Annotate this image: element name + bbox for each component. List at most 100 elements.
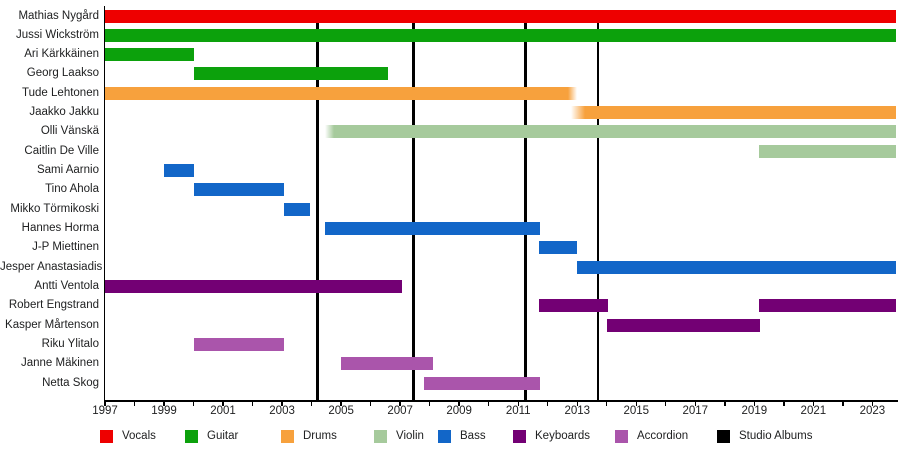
axis-tick bbox=[842, 401, 844, 406]
legend-swatch-keyboards bbox=[513, 430, 526, 443]
axis-tick-label: 2015 bbox=[623, 405, 650, 417]
member-label: Mathias Nygård bbox=[18, 9, 99, 22]
axis-tick-label: 2021 bbox=[800, 405, 827, 417]
member-bar bbox=[758, 144, 896, 158]
member-label: Antti Ventola bbox=[34, 280, 99, 293]
member-label: Tino Ahola bbox=[45, 183, 99, 196]
studio-album-line bbox=[316, 10, 319, 400]
member-label: Sami Aarnio bbox=[36, 164, 99, 177]
axis-tick-label: 2009 bbox=[446, 405, 472, 417]
legend-label: Guitar bbox=[207, 430, 239, 442]
studio-album-line bbox=[596, 10, 600, 400]
legend-label: Studio Albums bbox=[739, 430, 813, 442]
member-bar bbox=[193, 338, 284, 352]
member-label: Ari Kärkkäinen bbox=[24, 48, 99, 61]
axis-tick-label: 2013 bbox=[564, 405, 591, 417]
member-bar bbox=[423, 376, 541, 390]
member-label: Caitlin De Ville bbox=[24, 144, 99, 157]
axis-tick bbox=[251, 401, 254, 406]
member-label: Robert Engstrand bbox=[8, 299, 99, 312]
y-axis-spine bbox=[103, 6, 106, 402]
member-bar bbox=[105, 48, 194, 62]
member-label: Jesper Anastasiadis bbox=[0, 260, 103, 273]
axis-tick bbox=[753, 401, 756, 406]
legend-label: Drums bbox=[303, 430, 337, 442]
x-axis-spine bbox=[103, 400, 898, 402]
member-bar bbox=[105, 280, 402, 294]
member-label: Hannes Horma bbox=[21, 222, 99, 235]
member-bar bbox=[606, 318, 761, 332]
member-bar bbox=[538, 299, 609, 313]
member-label: Kasper Mårtenson bbox=[5, 318, 99, 331]
legend-swatch-violin bbox=[374, 430, 387, 443]
member-bar bbox=[164, 164, 194, 178]
axis-tick-label: 2005 bbox=[328, 405, 354, 417]
axis-tick-label: 2011 bbox=[505, 405, 531, 417]
axis-tick bbox=[399, 401, 401, 406]
axis-tick bbox=[487, 401, 490, 406]
member-label: Jussi Wickström bbox=[15, 28, 99, 41]
legend-swatch-drums bbox=[281, 430, 294, 443]
legend-label: Vocals bbox=[122, 430, 156, 442]
axis-tick-label: 2017 bbox=[682, 405, 709, 417]
axis-tick bbox=[104, 401, 106, 406]
axis-tick bbox=[192, 401, 195, 406]
legend-swatch-guitar bbox=[185, 430, 198, 443]
legend-swatch-accordion bbox=[615, 430, 628, 443]
legend-swatch-vocals bbox=[100, 430, 113, 443]
member-label: Olli Vänskä bbox=[40, 125, 99, 138]
axis-tick bbox=[428, 401, 431, 406]
axis-tick-label: 2003 bbox=[269, 405, 295, 417]
axis-tick bbox=[517, 401, 519, 406]
axis-tick bbox=[369, 401, 372, 406]
member-bar bbox=[324, 125, 896, 139]
axis-tick-label: 2023 bbox=[859, 405, 886, 417]
axis-tick bbox=[222, 401, 224, 406]
axis-tick-label: 1997 bbox=[92, 405, 118, 417]
member-label: Jaakko Jakku bbox=[29, 106, 99, 119]
axis-tick-label: 2019 bbox=[741, 405, 768, 417]
axis-tick bbox=[310, 401, 313, 406]
axis-tick bbox=[871, 401, 874, 406]
member-label: J-P Miettinen bbox=[32, 241, 99, 254]
studio-album-line bbox=[412, 10, 415, 400]
axis-tick-label: 1999 bbox=[151, 405, 177, 417]
legend-label: Keyboards bbox=[535, 430, 590, 442]
member-bar bbox=[324, 222, 541, 236]
member-bar bbox=[283, 202, 311, 216]
member-bar bbox=[758, 299, 896, 313]
axis-tick bbox=[724, 401, 726, 406]
studio-album-line bbox=[524, 10, 527, 400]
member-label: Janne Mäkinen bbox=[21, 357, 99, 370]
axis-tick bbox=[694, 401, 696, 406]
axis-tick-label: 2007 bbox=[387, 405, 413, 417]
axis-tick bbox=[812, 401, 815, 406]
member-bar bbox=[193, 183, 284, 197]
member-label: Georg Laakso bbox=[26, 67, 99, 80]
member-label: Riku Ylitalo bbox=[41, 338, 99, 351]
legend-label: Violin bbox=[396, 430, 424, 442]
member-bar bbox=[341, 357, 433, 371]
axis-tick bbox=[547, 401, 549, 406]
axis-tick bbox=[576, 401, 578, 406]
member-bar bbox=[193, 67, 389, 81]
axis-tick bbox=[635, 401, 637, 406]
axis-tick bbox=[281, 401, 283, 406]
axis-tick bbox=[340, 401, 342, 406]
member-label: Mikko Törmikoski bbox=[10, 202, 99, 215]
axis-tick bbox=[133, 401, 136, 406]
member-bar bbox=[538, 241, 578, 255]
axis-tick bbox=[606, 401, 608, 406]
axis-tick bbox=[783, 401, 785, 406]
legend-label: Bass bbox=[460, 430, 486, 442]
member-bar bbox=[571, 106, 896, 120]
legend-swatch-bass bbox=[438, 430, 451, 443]
axis-tick bbox=[163, 401, 165, 406]
member-bar bbox=[105, 86, 578, 100]
member-label: Tude Lehtonen bbox=[22, 86, 99, 99]
legend-label: Accordion bbox=[637, 430, 689, 442]
axis-tick bbox=[665, 401, 667, 406]
axis-tick bbox=[458, 401, 460, 406]
member-bar bbox=[577, 260, 896, 274]
